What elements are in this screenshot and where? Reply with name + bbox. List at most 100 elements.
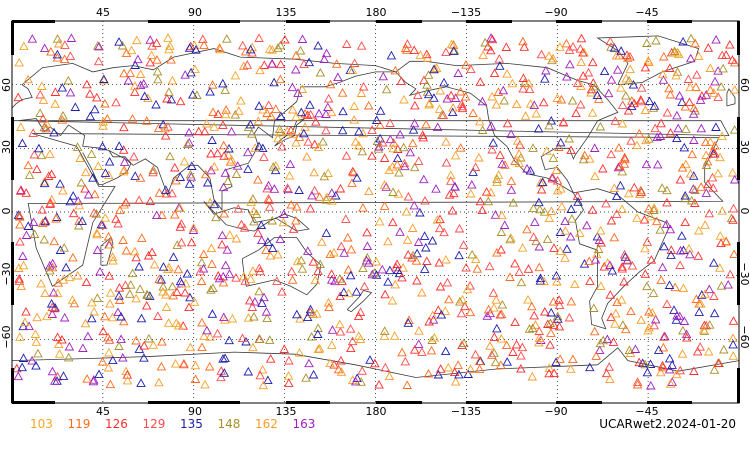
observation-triangle <box>702 156 713 166</box>
observation-triangle <box>347 65 358 75</box>
observation-triangle <box>277 286 287 296</box>
bottom-tick-label: 135 <box>276 405 297 418</box>
observation-triangle <box>263 237 273 246</box>
observation-triangle <box>356 377 366 386</box>
observation-triangle <box>127 114 138 123</box>
observation-triangle <box>655 225 665 234</box>
observation-triangle <box>175 222 186 231</box>
observation-triangle <box>728 215 738 224</box>
observation-triangle <box>459 338 469 348</box>
observation-triangle <box>450 150 461 160</box>
observation-triangle <box>163 264 173 273</box>
observation-triangle <box>92 229 102 239</box>
bottom-tick-label: 45 <box>96 405 110 418</box>
observation-triangle <box>17 362 27 372</box>
observation-triangle <box>665 128 676 137</box>
observation-triangle <box>279 344 290 353</box>
observation-triangle <box>284 378 294 387</box>
observation-triangle <box>529 100 540 110</box>
observation-triangle <box>363 100 374 110</box>
observation-triangle <box>121 48 132 58</box>
observation-triangle <box>606 215 617 225</box>
observation-triangle <box>16 122 26 131</box>
observation-triangle <box>157 210 167 219</box>
observation-triangle <box>18 321 28 331</box>
observation-triangle <box>54 349 65 358</box>
observation-triangle <box>547 172 558 182</box>
observation-triangle <box>157 336 167 346</box>
observation-triangle <box>218 140 229 150</box>
observation-triangle <box>659 241 669 251</box>
observation-triangle <box>397 272 407 282</box>
observation-triangle <box>564 133 574 143</box>
observation-triangle <box>175 96 186 106</box>
bottom-tick-label: −135 <box>451 405 481 418</box>
observation-triangle <box>557 201 567 211</box>
observation-triangle <box>671 70 681 80</box>
observation-triangle <box>609 43 620 52</box>
observation-triangle <box>167 281 178 291</box>
observation-triangle <box>240 276 250 285</box>
observation-triangle <box>675 174 686 184</box>
observation-triangle <box>579 259 590 268</box>
observation-triangle <box>379 180 390 189</box>
observation-triangle <box>567 95 578 105</box>
observation-triangle <box>568 354 578 364</box>
observation-triangle <box>315 67 326 77</box>
observation-triangle <box>67 295 78 304</box>
top-tick-label: 45 <box>96 6 110 19</box>
observation-triangle <box>45 260 55 270</box>
observation-triangle <box>21 230 32 239</box>
observation-triangle <box>113 218 123 228</box>
observation-triangle <box>175 276 186 286</box>
observation-triangle <box>68 252 78 262</box>
observation-triangle <box>105 239 115 249</box>
observation-triangle <box>413 90 423 100</box>
observation-triangle <box>131 293 141 303</box>
observation-triangle <box>604 362 614 371</box>
observation-triangle <box>77 216 87 225</box>
observation-triangle <box>650 123 660 133</box>
observation-triangle <box>250 143 260 152</box>
observation-triangle <box>119 157 130 166</box>
observation-triangle <box>470 162 481 171</box>
observation-triangle <box>32 312 42 322</box>
observation-triangle <box>365 355 375 364</box>
observation-triangle <box>218 354 228 363</box>
observation-triangle <box>480 37 490 47</box>
observation-triangle <box>440 306 451 315</box>
observation-triangle <box>20 317 30 327</box>
observation-triangle <box>424 316 434 326</box>
observation-triangle <box>487 350 497 359</box>
observation-triangle <box>158 286 168 296</box>
observation-triangle <box>568 41 578 51</box>
observation-triangle <box>82 374 92 383</box>
observation-triangle <box>29 149 40 159</box>
observation-triangle <box>163 122 173 131</box>
observation-triangle <box>693 51 704 60</box>
observation-triangle <box>529 310 539 320</box>
observation-triangle <box>156 361 167 371</box>
frame-bars <box>11 20 740 404</box>
observation-triangle <box>299 59 309 68</box>
observation-triangle <box>113 307 123 317</box>
observation-triangle <box>103 362 114 372</box>
observation-triangle <box>78 343 88 352</box>
observation-triangle <box>247 129 257 138</box>
observation-triangle <box>665 89 676 99</box>
observation-triangle <box>659 332 669 341</box>
observation-triangle <box>421 119 431 129</box>
observation-triangle <box>60 40 70 49</box>
observation-triangle <box>455 143 466 152</box>
observation-triangle <box>554 142 564 151</box>
frame-bar-left <box>11 368 14 403</box>
observation-triangle <box>690 198 700 207</box>
observation-triangle <box>429 93 439 102</box>
observation-triangle <box>511 99 522 109</box>
observation-triangle <box>343 264 354 274</box>
frame-bar-bottom <box>376 401 422 404</box>
top-tick-label: −45 <box>635 6 658 19</box>
observation-triangle <box>75 153 85 162</box>
observation-triangle <box>15 332 25 341</box>
observation-triangle <box>254 334 264 343</box>
